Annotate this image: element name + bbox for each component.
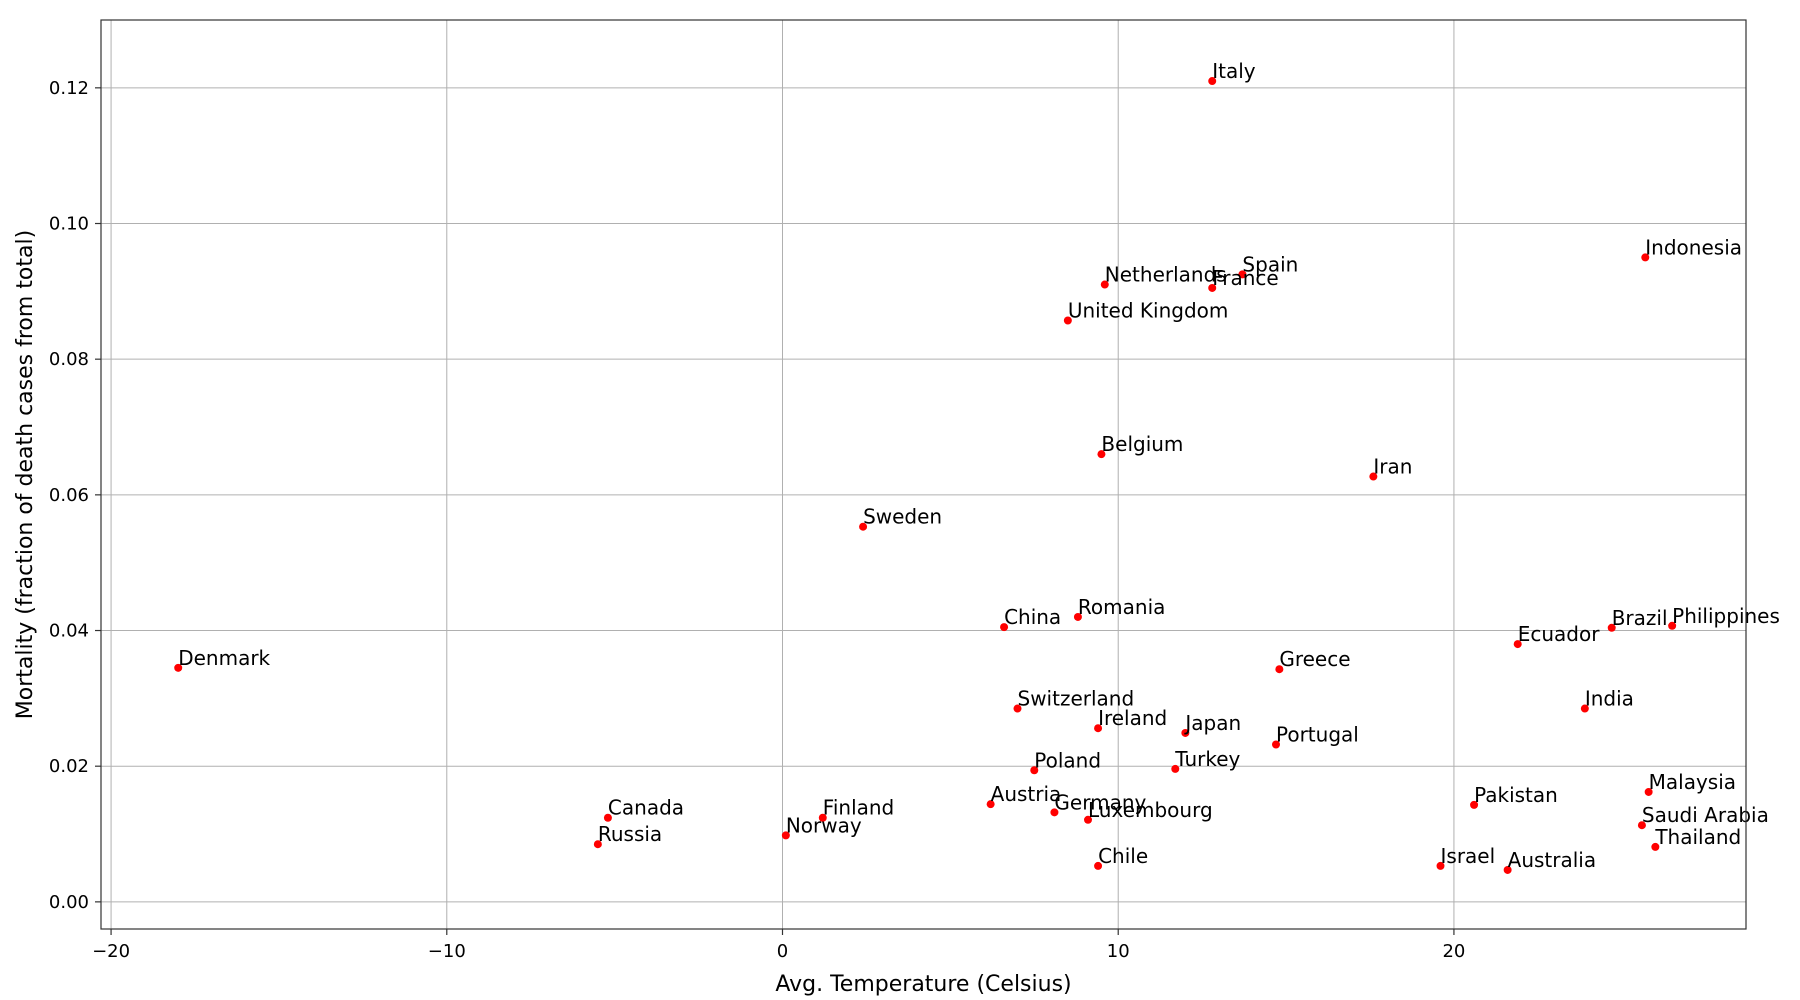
- data-point: [1641, 253, 1650, 262]
- point-label: Turkey: [1174, 747, 1240, 771]
- data-point: [1369, 472, 1378, 481]
- y-tick-label: 0.08: [49, 349, 89, 370]
- data-point: [1238, 270, 1247, 279]
- point-label: Switzerland: [1018, 687, 1135, 711]
- point-label: Malaysia: [1649, 770, 1736, 794]
- point-label: Iran: [1373, 455, 1412, 479]
- data-point: [1580, 704, 1589, 713]
- point-label: Philippines: [1672, 604, 1780, 628]
- data-point: [1668, 621, 1677, 630]
- x-tick-label: 0: [777, 941, 788, 962]
- point-label: Indonesia: [1645, 235, 1742, 259]
- point-label: Spain: [1242, 252, 1298, 276]
- point-label: Belgium: [1101, 432, 1183, 456]
- data-point: [1063, 316, 1072, 325]
- data-point: [1094, 724, 1103, 733]
- y-tick-label: 0.04: [49, 621, 89, 642]
- data-point: [1000, 623, 1009, 632]
- data-point: [1094, 861, 1103, 870]
- data-point: [859, 522, 868, 531]
- data-point: [1637, 821, 1646, 830]
- point-label: Sweden: [863, 505, 942, 529]
- point-label: Thailand: [1654, 825, 1741, 849]
- point-label: Austria: [991, 782, 1062, 806]
- plot-frame: [100, 19, 1747, 930]
- point-label: Portugal: [1276, 722, 1359, 746]
- data-point: [1050, 808, 1059, 817]
- data-point: [1181, 728, 1190, 737]
- data-point: [1644, 787, 1653, 796]
- data-point: [174, 663, 183, 672]
- data-point: [1030, 766, 1039, 775]
- data-point: [1436, 861, 1445, 870]
- x-axis-title: Avg. Temperature (Celsius): [775, 972, 1071, 997]
- data-point: [1084, 815, 1092, 824]
- data-point: [593, 840, 602, 849]
- y-tick-label: 0.02: [49, 756, 89, 777]
- y-axis-title: Mortality (fraction of death cases from …: [13, 230, 38, 719]
- data-point: [1607, 623, 1616, 632]
- x-tick-label: 20: [1442, 941, 1465, 962]
- point-label: Ecuador: [1518, 622, 1600, 646]
- point-label: United Kingdom: [1068, 299, 1229, 323]
- point-label: Denmark: [178, 646, 270, 670]
- point-label: Greece: [1279, 647, 1350, 671]
- point-label: Finland: [823, 796, 894, 820]
- data-point: [818, 813, 827, 822]
- data-point: [1208, 283, 1217, 292]
- point-label: Netherlands: [1105, 263, 1227, 287]
- point-label: Russia: [598, 822, 662, 846]
- axis-ticks: −20 −10 0 10 20 0.00 0.02 0.04 0.06 0.08 0.10 0.12: [49, 78, 1465, 962]
- point-label: Japan: [1183, 711, 1241, 735]
- data-point: [1208, 77, 1217, 86]
- data-point: [1470, 800, 1479, 809]
- data-point: [1100, 280, 1109, 289]
- data-point: [603, 813, 612, 822]
- data-point: [1013, 704, 1022, 713]
- y-tick-label: 0.10: [49, 214, 89, 235]
- y-tick-label: 0.00: [49, 892, 89, 913]
- point-label: Canada: [608, 796, 684, 820]
- point-label: Australia: [1508, 848, 1596, 872]
- point-label: Ireland: [1098, 706, 1167, 730]
- point-label: Israel: [1441, 844, 1496, 868]
- x-tick-label: 10: [1107, 941, 1130, 962]
- data-point: [1097, 450, 1106, 459]
- data-point: [1073, 612, 1082, 621]
- y-tick-label: 0.06: [49, 485, 89, 506]
- point-label: Romania: [1078, 595, 1165, 619]
- data-point: [1275, 665, 1284, 674]
- point-label: Luxembourg: [1088, 798, 1213, 822]
- data-point: [1651, 842, 1660, 851]
- point-label: China: [1004, 605, 1061, 629]
- point-label: Brazil: [1612, 606, 1668, 630]
- point-label: Italy: [1212, 59, 1256, 83]
- point-label: Saudi Arabia: [1642, 803, 1769, 827]
- data-point: [1171, 764, 1180, 773]
- point-label: Chile: [1098, 844, 1148, 868]
- point-label: Poland: [1034, 748, 1101, 772]
- data-point: [1513, 640, 1522, 649]
- data-point: [781, 831, 790, 840]
- point-label: Pakistan: [1474, 783, 1558, 807]
- point-label: India: [1585, 687, 1634, 711]
- x-tick-label: −10: [428, 941, 466, 962]
- x-tick-label: −20: [92, 941, 130, 962]
- data-point: [986, 800, 995, 809]
- grid: [101, 20, 1746, 929]
- data-point: [1503, 865, 1512, 874]
- y-tick-label: 0.12: [49, 78, 89, 99]
- point-label: Germany: [1054, 790, 1146, 814]
- data-point: [1272, 740, 1280, 749]
- point-label: France: [1212, 266, 1279, 290]
- point-label: Norway: [786, 813, 862, 837]
